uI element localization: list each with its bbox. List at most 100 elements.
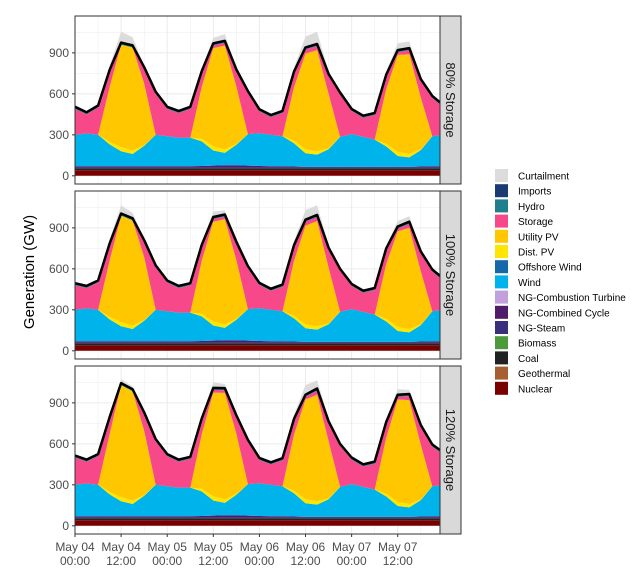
area-dist-pv [75, 133, 440, 158]
area-stack [75, 379, 440, 526]
x-tick-label-date: May 06 [286, 540, 326, 554]
facet-panel-2: 0 300 600 900 100% Storage [49, 190, 462, 360]
x-tick-label-date: May 06 [240, 540, 280, 554]
area-ng-combined-cycle [75, 515, 440, 518]
legend-swatch-utility-pv [495, 229, 508, 243]
area-storage [75, 385, 440, 490]
total-load-line [75, 39, 440, 117]
area-storage [75, 215, 440, 315]
legend-swatch-wind [495, 275, 508, 289]
facet-strip [439, 190, 462, 360]
legend-label: Utility PV [518, 232, 559, 243]
x-tick-label-date: May 05 [194, 540, 234, 554]
legend-label: NG-Steam [518, 324, 565, 335]
x-tick-label-date: May 07 [332, 540, 372, 554]
facet-strip-label: 120% Storage [443, 409, 458, 491]
area-coal [75, 168, 440, 171]
total-load-line [75, 212, 440, 292]
legend-label: Geothermal [518, 369, 570, 380]
legend-label: NG-Combined Cycle [518, 308, 610, 319]
legend-swatch-offshore-wind [495, 260, 508, 274]
x-tick-label-date: May 04 [101, 540, 141, 554]
x-tick-label-time: 00:00 [60, 554, 90, 568]
legend-label: Storage [518, 217, 553, 228]
area-stack [75, 205, 440, 351]
area-utility-pv [75, 215, 440, 329]
y-tick-label: 600 [49, 262, 69, 276]
area-wind [75, 483, 440, 517]
legend-swatch-dist-pv [495, 245, 508, 258]
area-storage [75, 42, 440, 140]
y-tick-label: 300 [49, 303, 69, 317]
legend-label: Hydro [518, 202, 545, 213]
y-tick-label: 600 [49, 87, 69, 101]
area-nuclear [75, 345, 440, 351]
legend-swatch-curtailment [495, 169, 508, 182]
area-ng-combined-cycle [75, 165, 440, 168]
area-ng-combined-cycle [75, 340, 440, 343]
total-load-line [75, 381, 440, 466]
legend: Curtailment Imports Hydro Storage Utility PV… [495, 169, 626, 395]
x-tick-label-time: 00:00 [244, 554, 274, 568]
facet-strip [439, 365, 462, 535]
area-wind [75, 308, 440, 342]
legend-label: Curtailment [518, 172, 569, 183]
y-tick-label: 900 [49, 396, 69, 410]
x-tick-label-time: 12:00 [291, 554, 321, 568]
x-tick-label-time: 12:00 [198, 554, 228, 568]
y-tick-label: 300 [49, 478, 69, 492]
legend-swatch-geothermal [495, 366, 508, 380]
x-tick-label-time: 00:00 [337, 554, 367, 568]
y-tick-label: 300 [49, 128, 69, 142]
x-tick-label-date: May 07 [378, 540, 418, 554]
area-ng-steam [75, 342, 440, 344]
legend-label: Nuclear [518, 384, 553, 395]
area-coal [75, 518, 440, 521]
x-tick-label-time: 12:00 [106, 554, 136, 568]
legend-label: Offshore Wind [518, 263, 582, 274]
x-tick-label-time: 12:00 [383, 554, 413, 568]
area-ng-steam [75, 517, 440, 519]
legend-label: NG-Combustion Turbine [518, 293, 626, 304]
legend-swatch-ng-steam [495, 321, 508, 334]
facet-strip-label: 100% Storage [443, 234, 458, 316]
legend-swatch-biomass [495, 336, 508, 350]
area-utility-pv [75, 385, 440, 504]
y-tick-label: 0 [62, 519, 69, 533]
legend-swatch-coal [495, 351, 508, 365]
legend-swatch-ng-combustion-turbine [495, 290, 508, 304]
legend-label: Dist. PV [518, 248, 554, 259]
legend-swatch-hydro [495, 199, 508, 213]
x-tick-label-time: 00:00 [152, 554, 182, 568]
facet-panel-1: 0 300 600 900 80% Storage [49, 15, 462, 185]
legend-swatch-nuclear [495, 381, 508, 395]
area-nuclear [75, 520, 440, 526]
legend-label: Imports [518, 187, 551, 198]
x-tick-label-date: May 05 [148, 540, 188, 554]
area-ng-steam [75, 167, 440, 169]
y-tick-label: 0 [62, 344, 69, 358]
facet-strip [439, 15, 462, 185]
legend-label: Biomass [518, 339, 556, 350]
legend-swatch-storage [495, 214, 508, 228]
x-tick-label-date: May 04 [55, 540, 95, 554]
area-stack [75, 31, 440, 176]
area-nuclear [75, 170, 440, 176]
legend-label: Coal [518, 354, 539, 365]
y-tick-label: 600 [49, 437, 69, 451]
y-axis-title: Generation (GW) [21, 215, 38, 329]
area-coal [75, 343, 440, 346]
legend-swatch-ng-combined-cycle [495, 305, 508, 319]
y-tick-label: 900 [49, 221, 69, 235]
legend-label: Wind [518, 278, 541, 289]
facet-strip-label: 80% Storage [443, 62, 458, 137]
area-dist-pv [75, 308, 440, 333]
y-tick-label: 900 [49, 46, 69, 60]
facet-panel-3: 0 300 600 900 120% Storage [49, 365, 462, 535]
area-dist-pv [75, 483, 440, 508]
area-utility-pv [75, 44, 440, 154]
legend-swatch-imports [495, 184, 508, 198]
y-tick-label: 0 [62, 169, 69, 183]
